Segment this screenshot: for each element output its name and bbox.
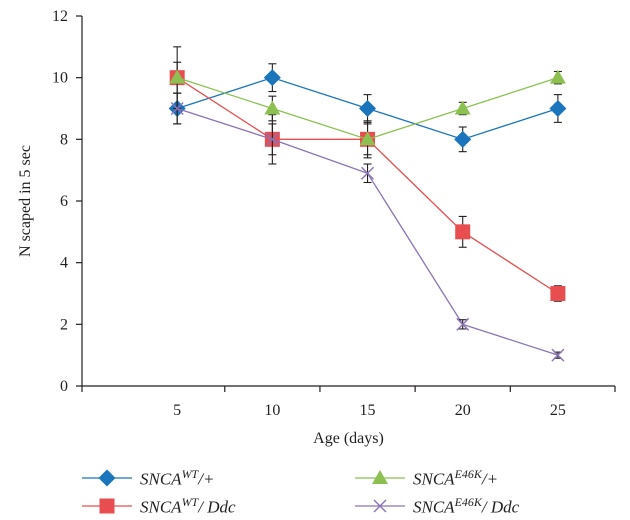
legend-label-superscript: E46K [454, 466, 482, 481]
data-point [359, 100, 377, 117]
x-marker-stroke [265, 132, 279, 146]
legend-label-base: SNCA [413, 497, 455, 517]
data-point [263, 69, 281, 87]
data-point [549, 69, 566, 84]
legend-label-suffix: / Ddc [481, 497, 520, 517]
legend-label-base: SNCA [140, 469, 182, 489]
series-4 [170, 92, 565, 362]
legend-label: SNCAE46K/+ [413, 467, 498, 490]
legend-label-superscript: E46K [454, 494, 482, 509]
x-tick-label: 20 [455, 402, 471, 419]
legend-swatch-marker [98, 469, 116, 487]
x-marker-stroke [170, 102, 184, 115]
legend-label: SNCAWT/+ [140, 467, 214, 490]
data-point [170, 102, 184, 115]
y-tick-label: 2 [60, 316, 68, 333]
x-marker-stroke [373, 499, 387, 513]
series-layer [168, 46, 567, 362]
legend-label: SNCAE46K/ Ddc [413, 495, 519, 518]
series-3 [169, 61, 566, 156]
legend-swatch [82, 498, 132, 514]
legend-item: SNCAE46K/+ [355, 465, 498, 491]
legend-label-base: SNCA [140, 497, 182, 517]
y-tick-label: 8 [60, 131, 68, 148]
x-marker-stroke [551, 348, 565, 362]
legend-swatch [355, 499, 405, 513]
x-marker-stroke [361, 166, 375, 180]
y-tick-label: 6 [60, 193, 68, 210]
legend-item: SNCAWT/+ [82, 465, 214, 491]
legend-label-superscript: WT [181, 466, 199, 481]
data-point [551, 348, 565, 362]
y-tick-label: 12 [52, 8, 68, 25]
legend-swatch [82, 469, 132, 487]
x-marker-stroke [456, 317, 470, 331]
data-point [456, 317, 470, 331]
data-point [265, 132, 279, 146]
data-point [169, 69, 186, 84]
legend-label-suffix: /+ [198, 469, 215, 489]
data-point [454, 130, 472, 148]
legend: SNCAWT/+ SNCAWT/ Ddc SNCAE46K/+ SNCAE46K/ D… [0, 460, 630, 520]
legend-swatch-marker [373, 499, 387, 513]
data-point [549, 100, 567, 117]
x-axis-label: Age (days) [313, 430, 384, 447]
legend-swatch-marker [99, 498, 115, 514]
line-chart: 0 2 4 6 8 10 12 5 10 15 20 25 Age (days) N scaped i… [17, 8, 616, 447]
y-tick-label: 0 [60, 378, 68, 395]
data-point [361, 166, 375, 180]
data-point [264, 100, 281, 115]
y-axis-label: N scaped in 5 sec [17, 145, 34, 257]
axes: 0 2 4 6 8 10 12 5 10 15 20 25 [52, 8, 616, 419]
x-tick-label: 10 [264, 402, 280, 419]
data-point [455, 224, 471, 240]
legend-item: SNCAE46K/ Ddc [355, 493, 519, 519]
legend-label-superscript: WT [181, 494, 199, 509]
x-tick-label: 15 [360, 402, 376, 419]
legend-swatch-marker [372, 470, 388, 484]
legend-item: SNCAWT/ Ddc [82, 493, 236, 519]
data-point [454, 100, 471, 115]
y-tick-label: 4 [60, 255, 68, 272]
legend-label-suffix: / Ddc [198, 497, 236, 517]
x-tick-label: 5 [173, 402, 181, 419]
legend-label: SNCAWT/ Ddc [140, 495, 236, 518]
legend-label-suffix: /+ [481, 469, 499, 489]
data-point [359, 131, 376, 146]
y-tick-label: 10 [52, 70, 68, 87]
x-tick-label: 25 [550, 402, 566, 419]
legend-label-base: SNCA [413, 469, 455, 489]
data-point [550, 286, 566, 301]
legend-swatch [355, 470, 405, 484]
